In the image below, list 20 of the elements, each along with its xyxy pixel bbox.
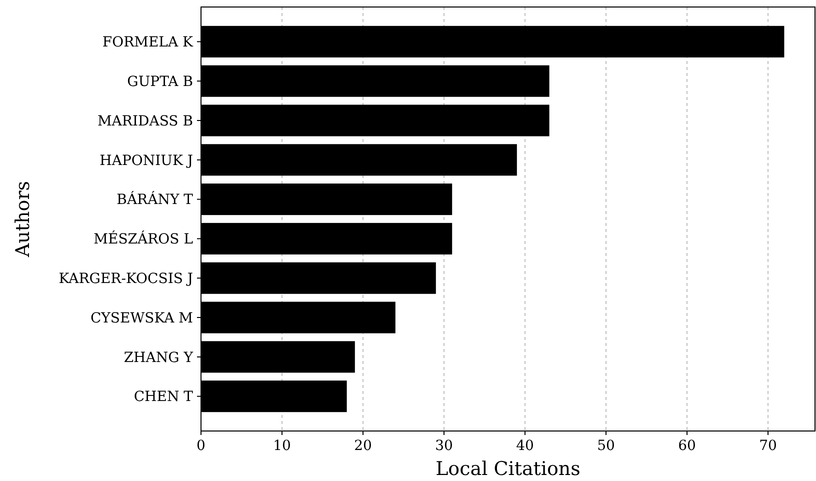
x-tick-label: 40 — [516, 438, 534, 454]
y-tick-label: GUPTA B — [127, 74, 193, 90]
y-tick-label: CHEN T — [134, 389, 194, 406]
x-tick-label: 0 — [196, 438, 206, 454]
x-tick-label: 30 — [435, 438, 453, 454]
x-tick-label: 20 — [354, 438, 372, 454]
y-axis-title: Authors — [12, 180, 34, 258]
x-tick-label: 50 — [597, 438, 615, 454]
y-tick-label: HAPONIUK J — [100, 152, 193, 169]
x-tick-label: 10 — [273, 438, 291, 454]
y-tick-label: BÁRÁNY T — [116, 191, 194, 208]
y-tick-label: CYSEWSKA M — [90, 310, 193, 326]
x-axis-title: Local Citations — [436, 458, 580, 480]
y-tick-label: KARGER-KOCSIS J — [58, 271, 193, 288]
x-tick-label: 70 — [759, 438, 777, 454]
x-tick-label: 60 — [678, 438, 696, 454]
y-tick-label: MÉSZÁROS L — [94, 230, 193, 248]
y-tick-label: MARIDASS B — [97, 113, 193, 130]
y-tick-label: ZHANG Y — [124, 350, 194, 366]
y-tick-label: FORMELA K — [102, 34, 194, 51]
